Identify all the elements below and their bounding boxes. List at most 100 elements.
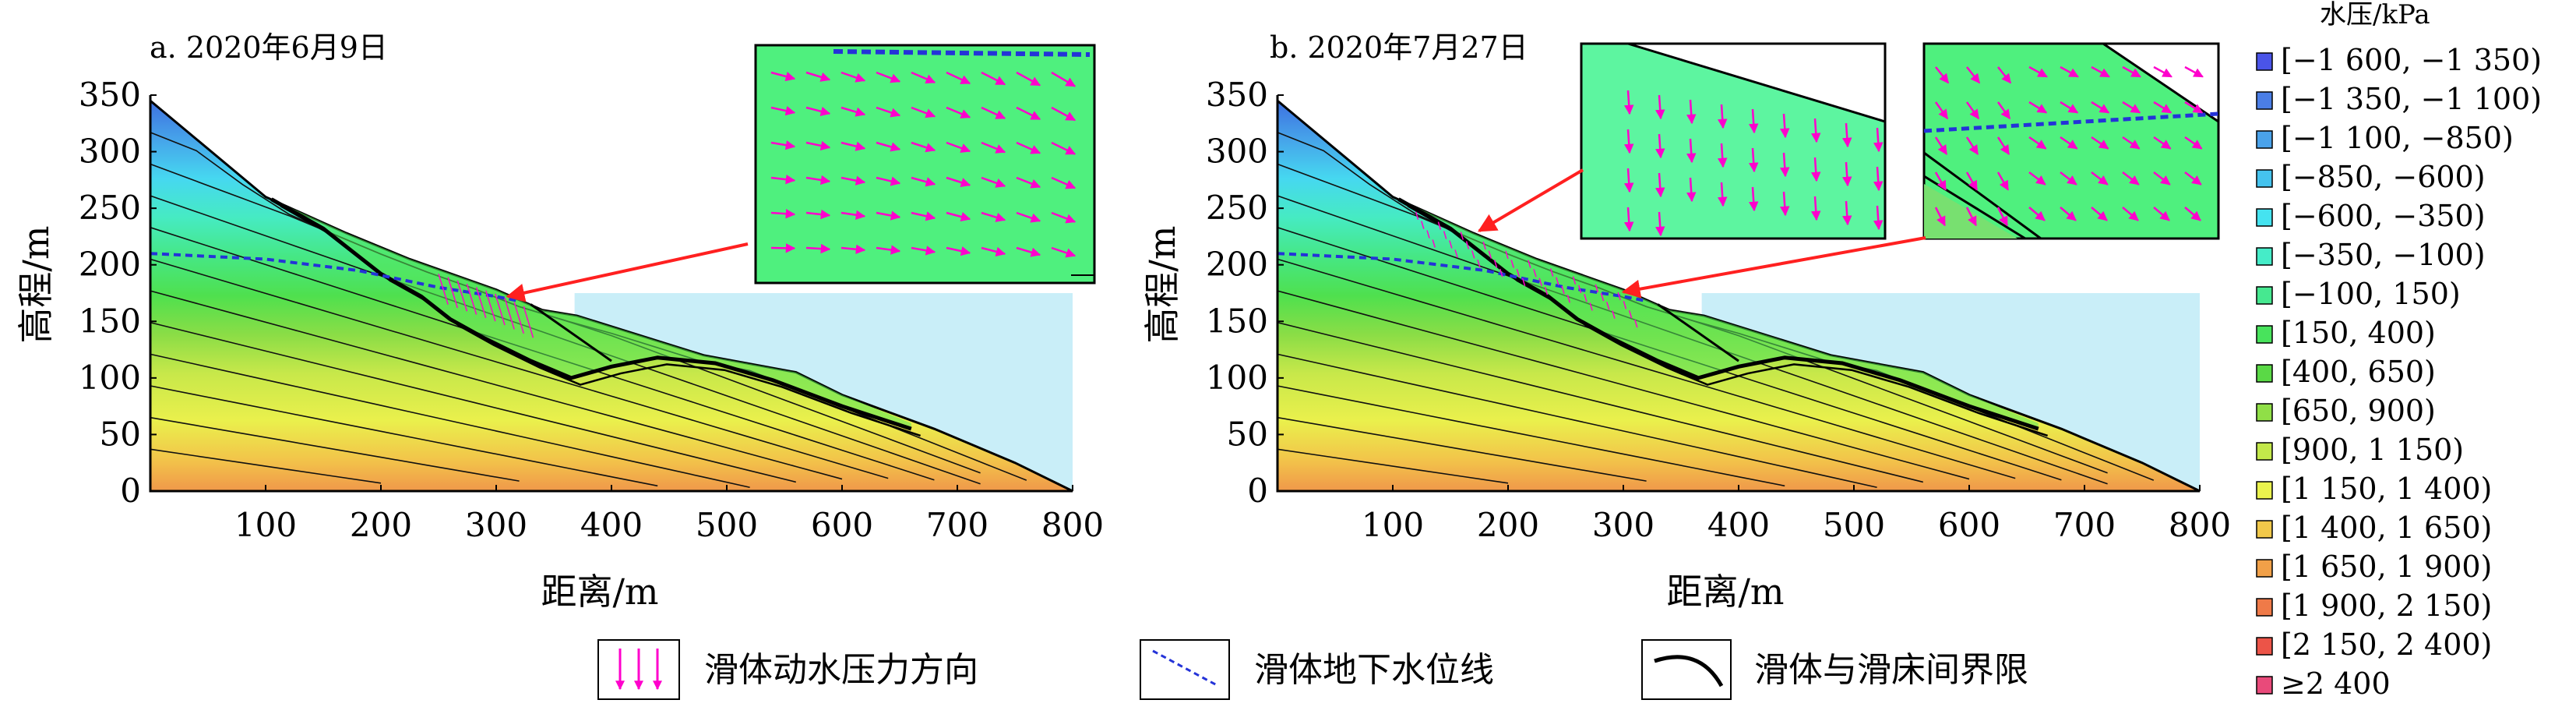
pressure-arrow — [511, 321, 515, 330]
inset-pressure-arrow — [876, 176, 901, 186]
panel-b-x-axis-title: 距离/m — [1666, 571, 1784, 613]
inset-pressure-arrow — [2028, 171, 2046, 186]
contour-line — [1277, 448, 1509, 484]
inset-pressure-arrow — [2153, 207, 2170, 221]
inset-pressure-arrow — [876, 245, 901, 255]
legend-label: [−350, −100) — [2281, 238, 2486, 272]
pressure-arrow — [1623, 301, 1627, 309]
pressure-arrow — [475, 287, 480, 295]
inset-pressure-arrow — [2122, 207, 2139, 221]
x-tick-label: 100 — [1362, 506, 1424, 544]
pressure-arrow — [488, 298, 492, 306]
inset-pressure-arrow — [981, 211, 1006, 222]
y-tick-label: 250 — [1206, 189, 1268, 227]
inset-pressure-arrow — [1051, 106, 1077, 122]
inset-pressure-arrow — [1051, 176, 1077, 189]
panel-b-insets — [1477, 42, 2220, 299]
inset-pressure-arrow — [1686, 99, 1697, 125]
y-tick-label: 50 — [100, 415, 141, 453]
inset-pressure-arrow — [1655, 94, 1665, 120]
inset-pressure-arrow — [1655, 172, 1665, 198]
inset-pressure-arrow — [1965, 171, 1979, 191]
x-tick-label: 600 — [1938, 506, 2000, 544]
y-tick-label: 350 — [1206, 76, 1268, 114]
pressure-arrow — [452, 292, 456, 301]
pressure-arrow — [1556, 277, 1559, 285]
pressure-arrow — [490, 306, 494, 314]
inset-pressure-arrow — [1624, 168, 1634, 193]
inset-pressure-arrow — [1016, 211, 1041, 223]
pressure-arrow — [1415, 211, 1419, 220]
inset-pressure-arrow — [876, 210, 901, 221]
x-tick-label: 200 — [1477, 506, 1539, 544]
pressure-arrow — [1454, 249, 1458, 258]
x-tick-label: 600 — [811, 506, 873, 544]
inset-pressure-arrow — [2153, 136, 2172, 150]
slide-boundary-sample — [1654, 655, 1724, 688]
pressure-arrow — [438, 274, 442, 282]
pressure-arrow — [1549, 268, 1554, 277]
inset-pressure-arrow — [1655, 133, 1665, 159]
legend-swatch — [2256, 208, 2273, 227]
inset-pressure-arrow — [1842, 200, 1852, 226]
inset-pressure-arrow — [1965, 101, 1980, 120]
pressure-arrow — [463, 303, 468, 312]
pressure-arrow — [1628, 310, 1633, 319]
pressure-arrow — [1465, 241, 1470, 249]
zoom-inset — [1580, 42, 1887, 240]
inset-pressure-arrow — [981, 246, 1006, 256]
pressure-arrow — [509, 313, 513, 322]
pressure-arrow — [527, 321, 532, 331]
pressure-arrow — [1510, 260, 1514, 268]
inset-pressure-arrow — [770, 174, 796, 185]
callout-arrow — [506, 242, 749, 302]
legend-label: [1 900, 2 150) — [2281, 589, 2492, 623]
pressure-arrow — [1600, 292, 1605, 302]
pressure-arrow — [468, 291, 473, 300]
inset-pressure-arrow — [1811, 196, 1821, 221]
x-tick-label: 300 — [465, 506, 527, 544]
y-tick-label: 350 — [79, 76, 141, 114]
inset-pressure-arrow — [1966, 66, 1981, 84]
legend-label: [1 650, 1 900) — [2281, 550, 2492, 584]
groundwater-line-label: 滑体地下水位线 — [1254, 650, 1494, 690]
inset-pressure-arrow — [2091, 171, 2109, 186]
inset-pressure-arrow — [946, 71, 971, 85]
inset-pressure-arrow — [876, 71, 901, 83]
inset-pressure-arrow — [1997, 66, 2012, 84]
inset-pressure-arrow — [840, 141, 866, 151]
inset-pressure-arrow — [2122, 101, 2141, 114]
x-tick-label: 800 — [1041, 506, 1104, 544]
inset-pressure-arrow — [2060, 207, 2077, 221]
inset-pressure-arrow — [805, 71, 831, 82]
callout-arrow — [1621, 236, 1926, 299]
legend-label: [−600, −350) — [2281, 199, 2486, 233]
contour-line — [1277, 258, 2016, 479]
inset-pressure-arrow — [981, 176, 1006, 188]
inset-pressure-arrow — [1624, 90, 1634, 115]
inset-pressure-arrow — [2091, 136, 2109, 150]
inset-pressure-arrow — [1686, 177, 1697, 203]
pressure-arrow — [449, 285, 453, 293]
x-tick-label: 100 — [234, 506, 297, 544]
groundwater-line-swatch — [1140, 639, 1230, 700]
fault-line — [530, 303, 612, 362]
y-tick-label: 0 — [120, 472, 141, 510]
inset-groundwater — [833, 49, 1091, 57]
x-tick-label: 700 — [926, 506, 988, 544]
panel-a-y-axis-title: 高程/m — [15, 225, 57, 343]
y-tick-label: 100 — [1206, 359, 1268, 397]
pressure-legend: 水压/kPa [−1 600, −1 350) [−1 350, −1 100) [… — [2256, 0, 2542, 701]
inset-pressure-arrow — [946, 176, 971, 188]
inset-pressure-arrow — [2091, 207, 2108, 221]
inset-pressure-arrow — [1842, 161, 1852, 187]
pressure-arrow — [1533, 269, 1537, 277]
pressure-arrow — [1482, 241, 1486, 250]
groundwater-line-sample — [1152, 649, 1219, 688]
legend-label: [−100, 150) — [2281, 277, 2461, 311]
inset-pressure-arrow — [1051, 141, 1077, 155]
inset-pressure-arrow — [876, 141, 901, 152]
inset-pressure-arrow — [2028, 207, 2046, 221]
inset-pressure-arrow — [2184, 171, 2202, 186]
